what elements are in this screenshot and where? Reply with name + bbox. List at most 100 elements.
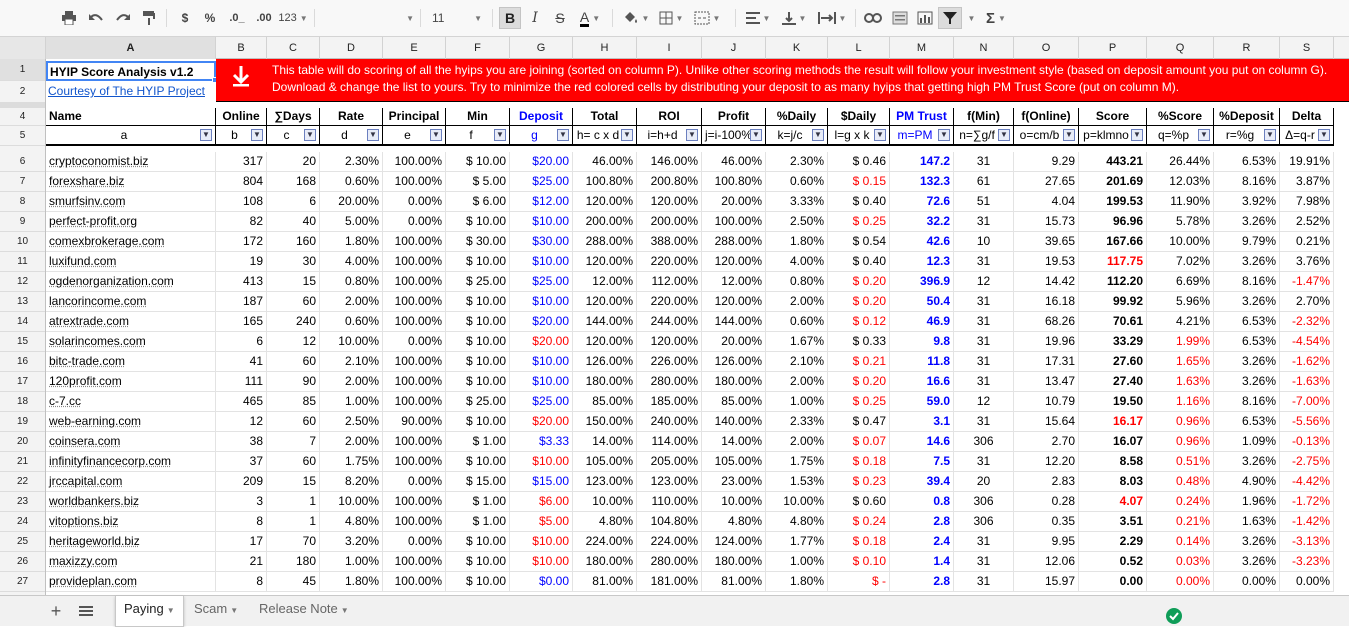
table-cell[interactable]: $25.00 (510, 272, 573, 292)
table-cell[interactable]: 1 (267, 492, 320, 512)
table-cell[interactable]: 10.00% (320, 332, 383, 352)
table-cell[interactable]: 100.00% (383, 552, 446, 572)
table-cell[interactable]: 120.00% (573, 292, 637, 312)
table-cell[interactable]: 20 (267, 152, 320, 172)
table-cell[interactable]: 16.07 (1079, 432, 1147, 452)
row-header[interactable]: 19 (0, 412, 45, 432)
table-cell[interactable]: 2.00% (766, 292, 828, 312)
table-cell[interactable]: 1.16% (1147, 392, 1214, 412)
column-header[interactable]: H (573, 37, 637, 59)
filter-dropdown-icon[interactable]: ▼ (750, 129, 762, 141)
table-cell[interactable]: 19 (216, 252, 267, 272)
italic-button[interactable]: I (532, 10, 538, 26)
table-cell[interactable]: 2.52% (1280, 212, 1334, 232)
table-cell[interactable]: 31 (954, 152, 1014, 172)
table-cell[interactable]: 0.48% (1147, 472, 1214, 492)
column-header[interactable]: M (890, 37, 954, 59)
row-header[interactable]: 14 (0, 312, 45, 332)
table-cell[interactable]: 14.00% (702, 432, 766, 452)
vertical-align-button[interactable]: ▼ (778, 7, 810, 29)
column-header[interactable]: G (510, 37, 573, 59)
table-cell[interactable]: 99.92 (1079, 292, 1147, 312)
table-cell[interactable]: 1.75% (320, 452, 383, 472)
hyip-name-link[interactable]: atrextrade.com (46, 312, 216, 332)
table-cell[interactable]: 3.26% (1214, 252, 1280, 272)
table-cell[interactable]: 100.00% (383, 272, 446, 292)
table-cell[interactable]: 59.0 (890, 392, 954, 412)
table-cell[interactable]: 1.80% (766, 232, 828, 252)
row-header[interactable]: 15 (0, 332, 45, 352)
table-cell[interactable]: 3.26% (1214, 372, 1280, 392)
table-cell[interactable]: 15.97 (1014, 572, 1079, 592)
row-header[interactable]: 9 (0, 212, 45, 232)
table-cell[interactable]: $ 0.20 (828, 272, 890, 292)
table-cell[interactable]: 4.21% (1147, 312, 1214, 332)
table-cell[interactable]: $ 0.33 (828, 332, 890, 352)
table-cell[interactable]: 100.00% (383, 392, 446, 412)
row-header[interactable]: 22 (0, 472, 45, 492)
table-cell[interactable]: -5.56% (1280, 412, 1334, 432)
table-cell[interactable]: 180.00% (573, 552, 637, 572)
courtesy-link[interactable]: Courtesy of The HYIP Project (48, 84, 205, 98)
hyip-name-link[interactable]: heritageworld.biz (46, 532, 216, 552)
table-cell[interactable]: 15 (267, 472, 320, 492)
table-cell[interactable]: 2.50% (766, 212, 828, 232)
table-cell[interactable]: 388.00% (637, 232, 702, 252)
filter-dropdown-icon[interactable]: ▼ (494, 129, 506, 141)
table-cell[interactable]: 12 (216, 412, 267, 432)
table-cell[interactable]: 120.00% (573, 192, 637, 212)
hyip-name-link[interactable]: luxifund.com (46, 252, 216, 272)
table-cell[interactable]: 16.17 (1079, 412, 1147, 432)
table-cell[interactable]: 21 (216, 552, 267, 572)
table-cell[interactable]: -2.32% (1280, 312, 1334, 332)
table-cell[interactable]: $ 0.20 (828, 372, 890, 392)
table-cell[interactable]: 61 (954, 172, 1014, 192)
table-cell[interactable]: 306 (954, 492, 1014, 512)
table-cell[interactable]: 60 (267, 292, 320, 312)
table-cell[interactable]: 8 (216, 512, 267, 532)
table-cell[interactable]: 8.16% (1214, 392, 1280, 412)
table-cell[interactable]: $15.00 (510, 472, 573, 492)
table-cell[interactable]: $ 0.18 (828, 532, 890, 552)
table-cell[interactable]: 144.00% (702, 312, 766, 332)
hyip-name-link[interactable]: smurfsinv.com (46, 192, 216, 212)
table-cell[interactable]: 2.00% (320, 292, 383, 312)
hyip-name-link[interactable]: provideplan.com (46, 572, 216, 592)
text-wrapping-button[interactable]: ▼ (814, 7, 850, 29)
table-cell[interactable]: 180.00% (573, 372, 637, 392)
table-cell[interactable]: 0.00% (1280, 572, 1334, 592)
currency-button[interactable]: $ (181, 11, 189, 25)
table-cell[interactable]: 6 (267, 192, 320, 212)
table-cell[interactable]: 2.10% (766, 352, 828, 372)
table-cell[interactable]: 132.3 (890, 172, 954, 192)
table-cell[interactable]: 10.00% (1147, 232, 1214, 252)
table-cell[interactable]: 12 (954, 272, 1014, 292)
row-header[interactable]: 7 (0, 172, 45, 192)
table-cell[interactable]: 20.00% (320, 192, 383, 212)
table-cell[interactable]: 120.00% (573, 252, 637, 272)
table-cell[interactable]: 31 (954, 292, 1014, 312)
table-cell[interactable]: 0.00% (383, 192, 446, 212)
table-cell[interactable]: 181.00% (637, 572, 702, 592)
table-cell[interactable]: 1.63% (1214, 512, 1280, 532)
table-cell[interactable]: $ 1.00 (446, 432, 510, 452)
table-cell[interactable]: 4.90% (1214, 472, 1280, 492)
table-cell[interactable]: 32.2 (890, 212, 954, 232)
table-cell[interactable]: -1.47% (1280, 272, 1334, 292)
row-header[interactable]: 24 (0, 512, 45, 532)
table-cell[interactable]: 147.2 (890, 152, 954, 172)
row-header[interactable]: 12 (0, 272, 45, 292)
table-cell[interactable]: $ 0.60 (828, 492, 890, 512)
column-header[interactable]: I (637, 37, 702, 59)
table-cell[interactable]: 0.00 (1079, 572, 1147, 592)
table-cell[interactable]: 0.52 (1079, 552, 1147, 572)
table-cell[interactable]: 1.09% (1214, 432, 1280, 452)
table-cell[interactable]: 120.00% (637, 192, 702, 212)
table-cell[interactable]: 0.80% (766, 272, 828, 292)
table-cell[interactable]: 2.30% (320, 152, 383, 172)
table-cell[interactable]: 5.78% (1147, 212, 1214, 232)
print-icon[interactable] (58, 7, 80, 29)
table-cell[interactable]: $5.00 (510, 512, 573, 532)
table-cell[interactable]: 240.00% (637, 412, 702, 432)
table-cell[interactable]: $ 0.25 (828, 212, 890, 232)
